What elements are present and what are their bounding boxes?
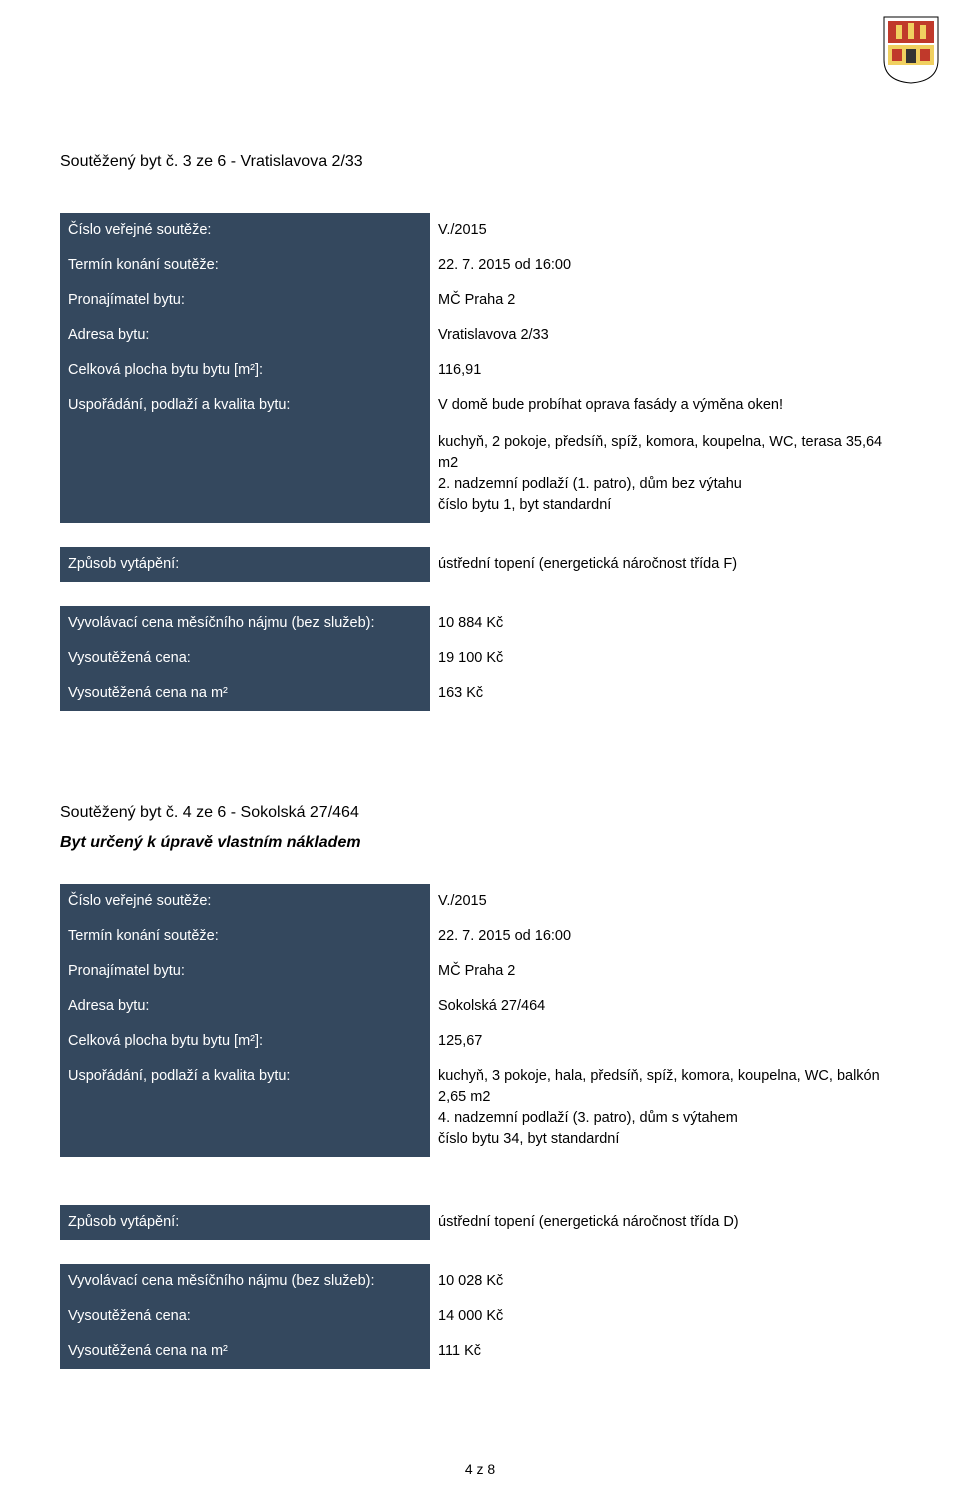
value-termin: 22. 7. 2015 od 16:00 (430, 919, 900, 954)
label-adresa: Adresa bytu: (60, 318, 430, 353)
value-vysoutezena-m2: 111 Kč (430, 1334, 900, 1369)
value-vyvolavaci: 10 028 Kč (430, 1264, 900, 1299)
label-adresa: Adresa bytu: (60, 989, 430, 1024)
label-vysoutezena-m2: Vysoutěžená cena na m² (60, 1334, 430, 1369)
value-pronajimatel: MČ Praha 2 (430, 283, 900, 318)
usporadani-line: 4. nadzemní podlaží (3. patro), dům s vý… (438, 1108, 890, 1129)
apartment-subtitle: Byt určený k úpravě vlastním nákladem (60, 831, 900, 854)
usporadani-intro: V domě bude probíhat oprava fasády a vým… (438, 395, 890, 416)
label-usporadani: Uspořádání, podlaží a kvalita bytu: (60, 388, 430, 523)
value-vysoutezena-m2: 163 Kč (430, 676, 900, 711)
label-plocha: Celková plocha bytu bytu [m²]: (60, 1024, 430, 1059)
value-vytapeni: ústřední topení (energetická náročnost t… (430, 1205, 900, 1240)
value-cislo-souteze: V./2015 (430, 213, 900, 248)
value-vyvolavaci: 10 884 Kč (430, 606, 900, 641)
label-cislo-souteze: Číslo veřejné soutěže: (60, 884, 430, 919)
value-cislo-souteze: V./2015 (430, 884, 900, 919)
label-vyvolavaci: Vyvolávací cena měsíčního nájmu (bez slu… (60, 1264, 430, 1299)
value-vysoutezena: 19 100 Kč (430, 641, 900, 676)
label-vysoutezena-m2: Vysoutěžená cena na m² (60, 676, 430, 711)
label-pronajimatel: Pronajímatel bytu: (60, 283, 430, 318)
value-vysoutezena: 14 000 Kč (430, 1299, 900, 1334)
label-vytapeni: Způsob vytápění: (60, 547, 430, 582)
page-footer: 4 z 8 (60, 1459, 900, 1479)
value-usporadani: V domě bude probíhat oprava fasády a vým… (430, 388, 900, 523)
label-vyvolavaci: Vyvolávací cena měsíčního nájmu (bez slu… (60, 606, 430, 641)
value-vytapeni: ústřední topení (energetická náročnost t… (430, 547, 900, 582)
apartment-title: Soutěžený byt č. 4 ze 6 - Sokolská 27/46… (60, 801, 900, 824)
label-plocha: Celková plocha bytu bytu [m²]: (60, 353, 430, 388)
usporadani-line: kuchyň, 2 pokoje, předsíň, spíž, komora,… (438, 432, 890, 474)
label-termin: Termín konání soutěže: (60, 919, 430, 954)
info-table-2: Číslo veřejné soutěže: V./2015 Termín ko… (60, 884, 900, 1369)
usporadani-line: 2. nadzemní podlaží (1. patro), dům bez … (438, 474, 890, 495)
apartment-section-1: Soutěžený byt č. 3 ze 6 - Vratislavova 2… (60, 150, 900, 711)
city-crest-icon (882, 15, 940, 85)
value-plocha: 125,67 (430, 1024, 900, 1059)
usporadani-line: kuchyň, 3 pokoje, hala, předsíň, spíž, k… (438, 1066, 890, 1108)
label-usporadani: Uspořádání, podlaží a kvalita bytu: (60, 1059, 430, 1157)
label-cislo-souteze: Číslo veřejné soutěže: (60, 213, 430, 248)
value-usporadani: kuchyň, 3 pokoje, hala, předsíň, spíž, k… (430, 1059, 900, 1157)
label-pronajimatel: Pronajímatel bytu: (60, 954, 430, 989)
value-adresa: Vratislavova 2/33 (430, 318, 900, 353)
value-adresa: Sokolská 27/464 (430, 989, 900, 1024)
info-table-1: Číslo veřejné soutěže: V./2015 Termín ko… (60, 213, 900, 711)
apartment-title: Soutěžený byt č. 3 ze 6 - Vratislavova 2… (60, 150, 900, 173)
label-vysoutezena: Vysoutěžená cena: (60, 641, 430, 676)
value-termin: 22. 7. 2015 od 16:00 (430, 248, 900, 283)
usporadani-line: číslo bytu 34, byt standardní (438, 1129, 890, 1150)
label-vysoutezena: Vysoutěžená cena: (60, 1299, 430, 1334)
label-termin: Termín konání soutěže: (60, 248, 430, 283)
apartment-section-2: Soutěžený byt č. 4 ze 6 - Sokolská 27/46… (60, 801, 900, 1369)
label-vytapeni: Způsob vytápění: (60, 1205, 430, 1240)
usporadani-line: číslo bytu 1, byt standardní (438, 495, 890, 516)
value-plocha: 116,91 (430, 353, 900, 388)
value-pronajimatel: MČ Praha 2 (430, 954, 900, 989)
